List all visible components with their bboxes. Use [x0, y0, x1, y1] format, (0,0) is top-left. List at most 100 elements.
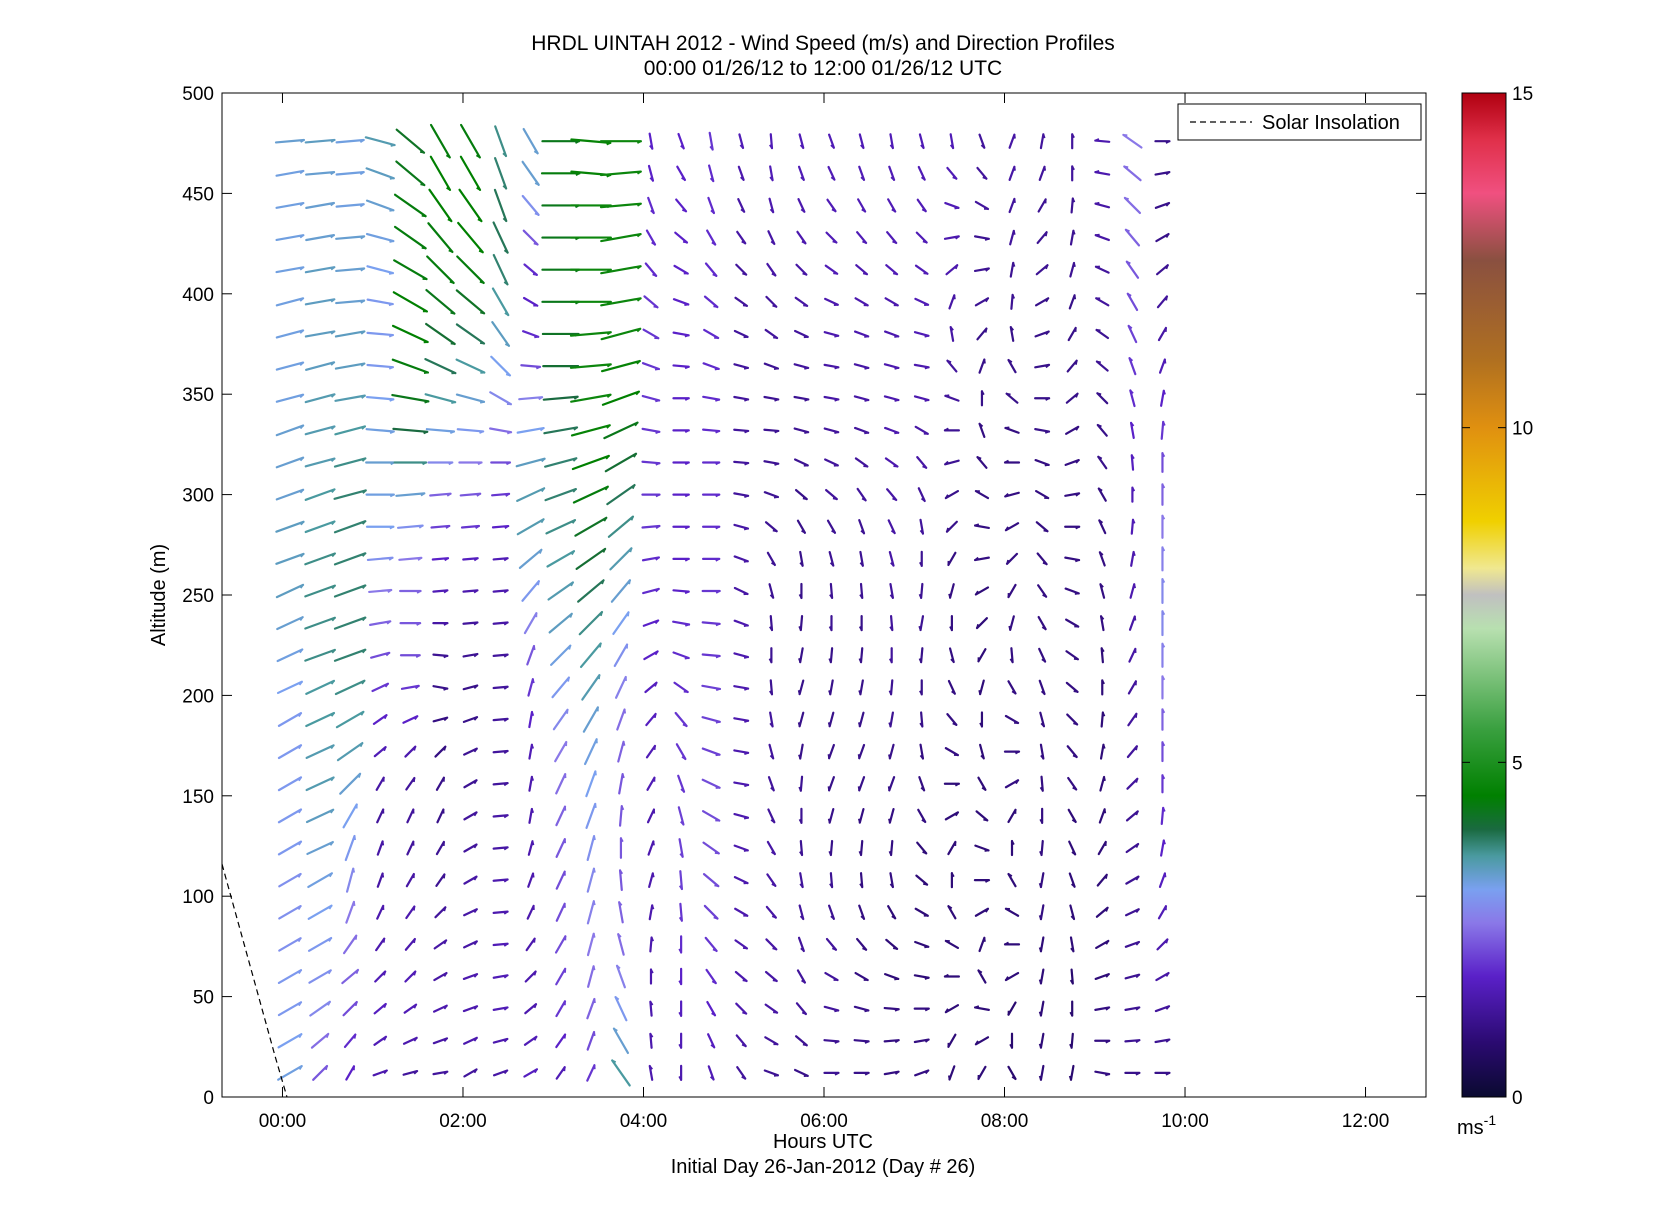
wind-vector — [1128, 647, 1137, 663]
wind-vector — [766, 551, 776, 567]
wind-vector — [823, 395, 840, 402]
wind-vector — [489, 427, 513, 435]
wind-vector — [399, 654, 421, 658]
wind-vector — [603, 421, 639, 440]
wind-vector — [1007, 583, 1017, 599]
wind-vector — [678, 1032, 683, 1049]
wind-vector — [305, 170, 336, 176]
wind-vector — [856, 487, 867, 502]
wind-vector — [277, 744, 303, 760]
wind-vector — [794, 296, 809, 307]
wind-vector — [793, 458, 809, 467]
colorbar-tick-label: 5 — [1512, 753, 1523, 774]
wind-vector — [944, 939, 960, 949]
wind-vector — [768, 743, 775, 760]
wind-vector — [824, 264, 839, 275]
wind-vector — [707, 1033, 716, 1049]
wind-vector — [858, 679, 864, 696]
wind-vector — [1064, 492, 1081, 497]
wind-vector — [391, 358, 430, 374]
x-tick-label: 10:00 — [1161, 1111, 1209, 1132]
wind-vector — [823, 1071, 840, 1076]
x-axis-label-day: Initial Day 26-Jan-2012 (Day # 26) — [671, 1156, 976, 1178]
wind-vector — [1065, 425, 1080, 435]
wind-vector — [574, 516, 608, 537]
wind-vector — [275, 520, 305, 533]
wind-vector — [1039, 743, 1045, 760]
wind-vector — [733, 685, 750, 691]
wind-vector — [543, 426, 579, 435]
wind-vector — [794, 489, 808, 501]
wind-vector — [393, 225, 427, 250]
wind-vector — [1126, 292, 1139, 312]
colorbar — [1461, 92, 1507, 1098]
wind-vector — [459, 492, 482, 497]
wind-vector — [702, 461, 721, 466]
wind-vector — [678, 1064, 683, 1082]
wind-vector — [275, 329, 305, 339]
wind-vector — [1009, 1032, 1014, 1049]
wind-vector — [457, 221, 484, 254]
wind-vector — [491, 321, 511, 347]
wind-vector — [733, 555, 749, 563]
wind-vector — [825, 489, 838, 501]
wind-vector — [1009, 647, 1014, 664]
wind-vector — [1124, 1071, 1141, 1076]
wind-vector — [1161, 546, 1166, 572]
wind-vector — [733, 619, 749, 627]
wind-vector — [615, 964, 626, 989]
wind-vector — [1034, 297, 1050, 307]
wind-vector — [425, 288, 456, 315]
wind-vector — [889, 872, 895, 889]
wind-vector — [492, 1006, 509, 1011]
wind-vector — [1004, 426, 1020, 434]
wind-vector — [677, 774, 686, 793]
wind-vector — [974, 490, 990, 500]
wind-vector — [767, 776, 775, 792]
wind-vector — [555, 870, 566, 890]
wind-vector — [372, 714, 388, 725]
wind-vector — [1094, 233, 1110, 242]
wind-vector — [579, 642, 602, 669]
wind-vector — [943, 235, 960, 240]
wind-vector — [1099, 615, 1105, 632]
wind-vector — [824, 971, 839, 982]
wind-vector — [919, 743, 925, 760]
wind-vector — [1066, 745, 1078, 759]
wind-vector — [527, 840, 535, 856]
wind-vectors — [274, 123, 1171, 1087]
wind-vector — [978, 936, 986, 953]
wind-vector — [1101, 679, 1105, 696]
wind-vector — [889, 582, 895, 599]
wind-vector — [555, 1033, 567, 1049]
wind-vector — [305, 679, 336, 695]
wind-vector — [455, 289, 486, 315]
wind-vector — [366, 265, 395, 275]
wind-vector — [1096, 873, 1108, 887]
wind-vector — [1069, 936, 1075, 953]
wind-vector — [1065, 650, 1080, 661]
wind-vector — [333, 520, 367, 534]
wind-vector — [345, 1065, 356, 1081]
wind-vector — [1069, 968, 1074, 985]
wind-vector — [365, 199, 395, 212]
wind-vector — [542, 395, 579, 401]
wind-vector — [1065, 392, 1079, 404]
y-tick-label: 450 — [182, 184, 214, 205]
wind-vector — [619, 837, 624, 859]
wind-vector — [277, 1033, 303, 1049]
wind-vector — [859, 582, 864, 600]
wind-vector — [733, 749, 750, 755]
wind-vector — [763, 491, 780, 499]
colorbar-tick-label: 0 — [1512, 1088, 1523, 1109]
wind-vector — [586, 1030, 596, 1051]
wind-vector — [887, 776, 896, 792]
wind-vector — [1007, 872, 1017, 888]
wind-vector — [853, 395, 870, 402]
wind-vector — [304, 552, 336, 566]
wind-vector — [884, 973, 900, 981]
wind-vector — [1155, 232, 1170, 243]
wind-vector — [1094, 138, 1111, 143]
wind-vector — [376, 808, 385, 824]
wind-vector — [1067, 808, 1077, 824]
